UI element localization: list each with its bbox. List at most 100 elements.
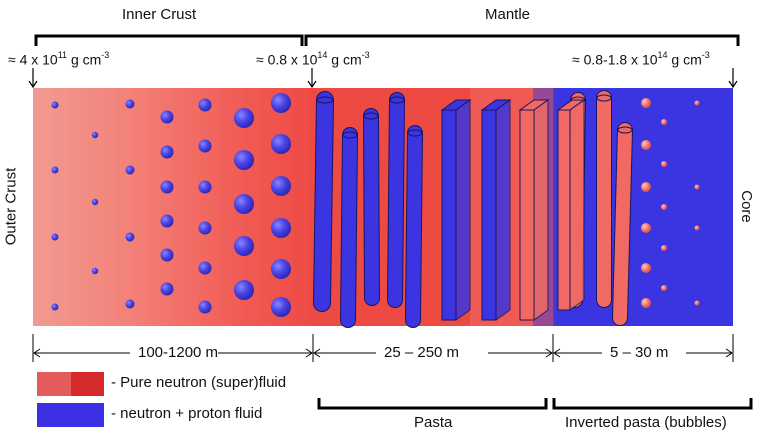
bubble — [661, 285, 667, 291]
rod-body — [388, 93, 404, 307]
slab-side — [569, 99, 585, 311]
bubble — [661, 161, 667, 167]
nucleus — [125, 99, 135, 109]
rod-body — [406, 126, 422, 327]
nucleus — [198, 98, 212, 112]
nucleus — [198, 180, 212, 194]
bubble — [661, 245, 667, 251]
nuclei-group — [51, 93, 291, 317]
rod-body — [364, 109, 379, 305]
rod-cap — [407, 129, 423, 137]
rod-body — [341, 128, 357, 327]
nucleus — [271, 218, 291, 238]
core-label: Core — [737, 190, 755, 223]
nucleus — [160, 248, 174, 262]
nucleus — [271, 176, 291, 196]
nucleus — [234, 108, 254, 128]
inverted-pasta-label: Inverted pasta (bubbles) — [565, 414, 727, 431]
nucleus — [234, 236, 254, 256]
mantle-bracket — [304, 34, 740, 46]
dimension-lines — [32, 334, 734, 362]
legend-neutron-label: - Pure neutron (super)fluid — [111, 374, 287, 391]
pasta-slab — [556, 99, 586, 311]
nucleus — [198, 300, 212, 314]
inner-crust-band — [33, 88, 313, 326]
rod-cap — [617, 126, 633, 134]
nucleus — [271, 134, 291, 154]
nucleus — [271, 259, 291, 279]
slab-front — [519, 109, 535, 321]
bubble — [694, 100, 700, 106]
nucleus — [160, 214, 174, 228]
nucleus — [160, 282, 174, 296]
rod-body — [314, 92, 333, 311]
nucleus — [125, 165, 135, 175]
nucleus — [51, 303, 59, 311]
pasta-slab — [518, 99, 550, 321]
nucleus — [234, 194, 254, 214]
nucleus — [91, 267, 99, 275]
nucleus — [91, 131, 99, 139]
mantle-label: Mantle — [485, 6, 531, 23]
bubble — [641, 298, 651, 308]
bubble — [641, 263, 651, 273]
nucleus — [125, 232, 135, 242]
density-arrow-left — [28, 68, 38, 89]
nucleus — [125, 299, 135, 309]
slab-front — [481, 109, 497, 321]
slab-front — [557, 109, 571, 311]
dimension-pasta-label: 25 – 250 m — [384, 344, 460, 361]
nucleus — [234, 280, 254, 300]
inner-crust-label: Inner Crust — [122, 6, 197, 23]
pasta-bracket — [317, 398, 548, 410]
bubble — [641, 98, 651, 108]
pasta-rod — [363, 108, 380, 306]
pasta-slab — [480, 99, 512, 321]
pasta-rod — [340, 127, 358, 328]
legend-np-label: - neutron + proton fluid — [111, 405, 263, 422]
pasta-slab — [440, 99, 472, 321]
legend-swatch-np — [37, 403, 104, 427]
pasta-rod — [405, 125, 423, 328]
bubble — [641, 182, 651, 192]
bubble-rod — [612, 122, 633, 326]
bubble — [694, 225, 700, 231]
nucleus — [198, 139, 212, 153]
bubble — [661, 119, 667, 125]
density-arrow-right — [728, 68, 738, 89]
pasta-label: Pasta — [414, 414, 453, 431]
slab-side — [495, 99, 511, 321]
slab-side — [455, 99, 471, 321]
rod-cap — [389, 96, 405, 104]
nucleus — [271, 297, 291, 317]
bubbles-group — [641, 98, 700, 308]
bubble — [661, 204, 667, 210]
density-arrow-middle — [307, 68, 317, 89]
rod-cap — [363, 112, 379, 120]
nucleus — [91, 198, 99, 206]
bubble — [694, 300, 700, 306]
dimension-inner-label: 100-1200 m — [138, 344, 219, 361]
nucleus — [234, 150, 254, 170]
rod-cap — [342, 131, 358, 139]
rod-body — [613, 123, 632, 325]
nucleus — [198, 261, 212, 275]
bubble-rod — [596, 90, 612, 308]
inverted-pasta-bracket — [552, 398, 753, 410]
dimension-bubbles-label: 5 – 30 m — [610, 344, 669, 361]
slab-side — [533, 99, 549, 321]
nucleus — [160, 110, 174, 124]
nucleus — [271, 93, 291, 113]
rod-cap — [316, 96, 334, 104]
density-right: ≈ 0.8-1.8 x 1014 g cm-3 — [572, 50, 710, 68]
legend-swatch-neutron-dark — [71, 372, 104, 396]
nucleus — [160, 145, 174, 159]
rod-cap — [596, 94, 612, 102]
density-left: ≈ 4 x 1011 g cm-3 — [8, 50, 110, 68]
pasta-rod — [313, 91, 334, 312]
pasta-slabs-group — [440, 99, 586, 321]
bubble — [641, 223, 651, 233]
nucleus — [160, 180, 174, 194]
